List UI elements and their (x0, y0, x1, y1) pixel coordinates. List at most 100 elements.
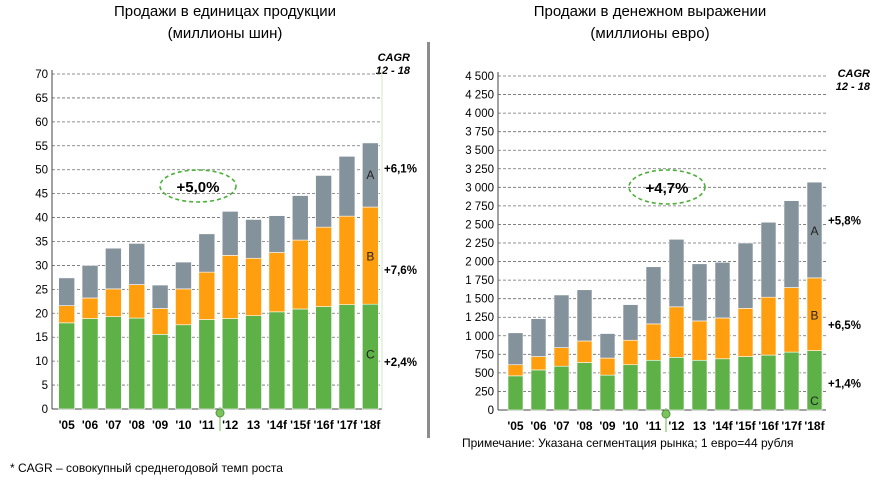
left-chart-title-text: Продажи в единицах продукции (114, 3, 336, 20)
left-bar-A (198, 233, 216, 273)
right-y-tick-label: 500 (475, 368, 494, 380)
right-x-tick-label: '09 (599, 419, 616, 433)
right-segment-label-B: B (810, 308, 818, 322)
left-bar-B (221, 255, 239, 319)
right-y-tick-label: 3 250 (465, 164, 494, 176)
left-bar-B (315, 226, 332, 307)
left-x-tick-label: '07 (105, 418, 122, 432)
right-bar-C (714, 358, 731, 411)
left-bar-A (175, 261, 192, 290)
left-series-cagr-C: +2,4% (384, 357, 417, 369)
left-bar-C (175, 324, 192, 410)
left-bar-A (58, 277, 75, 306)
left-bar-A (362, 142, 379, 208)
right-y-tick-label: 3 750 (465, 127, 494, 139)
right-cagr-ellipse (628, 169, 706, 205)
left-bar-C (105, 316, 122, 410)
left-bar-A (291, 195, 309, 241)
right-bar-B (553, 347, 570, 367)
left-bar-A (128, 243, 146, 285)
right-cagr-label: CAGR (837, 68, 870, 80)
right-y-tick-label: 1 250 (465, 312, 494, 324)
right-x-tick-label: 13 (693, 419, 707, 433)
right-segment-label-A: A (810, 224, 818, 238)
left-x-tick-label: '06 (82, 418, 99, 432)
left-series-cagr-A: +6,1% (384, 164, 417, 176)
left-cagr-header: CAGR 12 - 18 (372, 52, 410, 78)
right-bar-C (576, 362, 593, 411)
right-bar-B (691, 320, 708, 361)
right-bar-A (599, 333, 616, 359)
right-bar-C (645, 359, 662, 411)
left-x-tick-label: '14f (267, 418, 288, 432)
right-bar-C (668, 357, 685, 411)
left-y-tick-label: 25 (35, 284, 48, 296)
left-bar-B (128, 284, 146, 319)
left-x-tick-label: 13 (247, 418, 261, 432)
left-y-tick-label: 65 (35, 93, 48, 105)
left-x-tick-label: '12 (222, 418, 239, 432)
right-series-cagr-A: +5,8% (828, 215, 861, 227)
left-bar-C (245, 315, 262, 410)
right-y-tick-label: 1 000 (465, 331, 494, 343)
right-bar-C (691, 359, 708, 411)
right-x-tick-label: '05 (507, 419, 524, 433)
left-bar-A (245, 219, 262, 259)
left-bar-C (338, 304, 356, 410)
chart-divider (427, 42, 430, 438)
left-x-tick-label: '16f (314, 418, 335, 432)
right-bar-B (737, 308, 754, 357)
right-bar-B (507, 364, 524, 377)
left-x-tick-label: '11 (199, 418, 215, 432)
right-segment-label-C: C (810, 394, 819, 408)
left-y-tick-label: 35 (35, 237, 48, 249)
right-bar-B (622, 339, 639, 366)
right-bar-A (737, 242, 754, 309)
left-chart-title: Продажи в единицах продукции (миллионы ш… (40, 1, 410, 45)
left-y-tick-label: 40 (35, 213, 48, 225)
right-x-tick-label: '11 (646, 419, 662, 433)
left-bar-C (58, 322, 75, 410)
right-bar-C (737, 356, 754, 411)
left-y-tick-label: 10 (35, 356, 48, 368)
right-cagr-header: CAGR 12 - 18 (826, 68, 870, 94)
left-segment-label-C: C (366, 348, 375, 362)
left-bar-C (221, 318, 239, 410)
right-bar-B (714, 317, 731, 360)
right-bar-B (645, 323, 662, 361)
right-bar-A (645, 266, 662, 325)
right-bar-B (783, 287, 800, 353)
right-y-tick-label: 2 500 (465, 219, 494, 231)
left-bar-A (221, 211, 239, 256)
right-bar-A (622, 304, 639, 341)
left-bar-A (151, 284, 169, 309)
right-bar-B (668, 306, 685, 358)
right-y-tick-label: 250 (475, 386, 494, 398)
right-x-tick-label: '16f (758, 419, 779, 433)
left-bar-C (291, 308, 309, 410)
right-bar-A (553, 294, 570, 348)
right-bar-A (576, 289, 593, 342)
right-y-tick-label: 4 250 (465, 90, 494, 102)
right-chart-subtitle: (миллионы евро) (590, 25, 710, 42)
right-bar-C (622, 364, 639, 411)
footnote: * CAGR – совокупный среднегодовой темп р… (10, 461, 283, 475)
right-y-tick-label: 3 000 (465, 182, 494, 194)
left-series-cagr-B: +7,6% (384, 265, 417, 277)
left-bar-B (245, 257, 262, 316)
left-overall-cagr: +5,0% (177, 179, 220, 196)
left-x-tick-label: '10 (175, 418, 192, 432)
left-y-tick-label: 20 (35, 308, 48, 320)
right-bar-C (530, 369, 547, 411)
left-bar-A (105, 247, 122, 290)
left-y-tick-label: 0 (42, 404, 48, 416)
left-bar-B (291, 239, 309, 310)
left-cagr-label: CAGR (377, 52, 410, 64)
right-y-tick-label: 2 750 (465, 201, 494, 213)
left-bar-C (315, 306, 332, 410)
left-period-marker-dot (215, 408, 225, 418)
left-segment-label-A: A (366, 168, 374, 182)
right-bar-A (714, 261, 731, 319)
left-y-tick-label: 45 (35, 189, 48, 201)
right-chart-title-text: Продажи в денежном выражении (533, 3, 767, 20)
